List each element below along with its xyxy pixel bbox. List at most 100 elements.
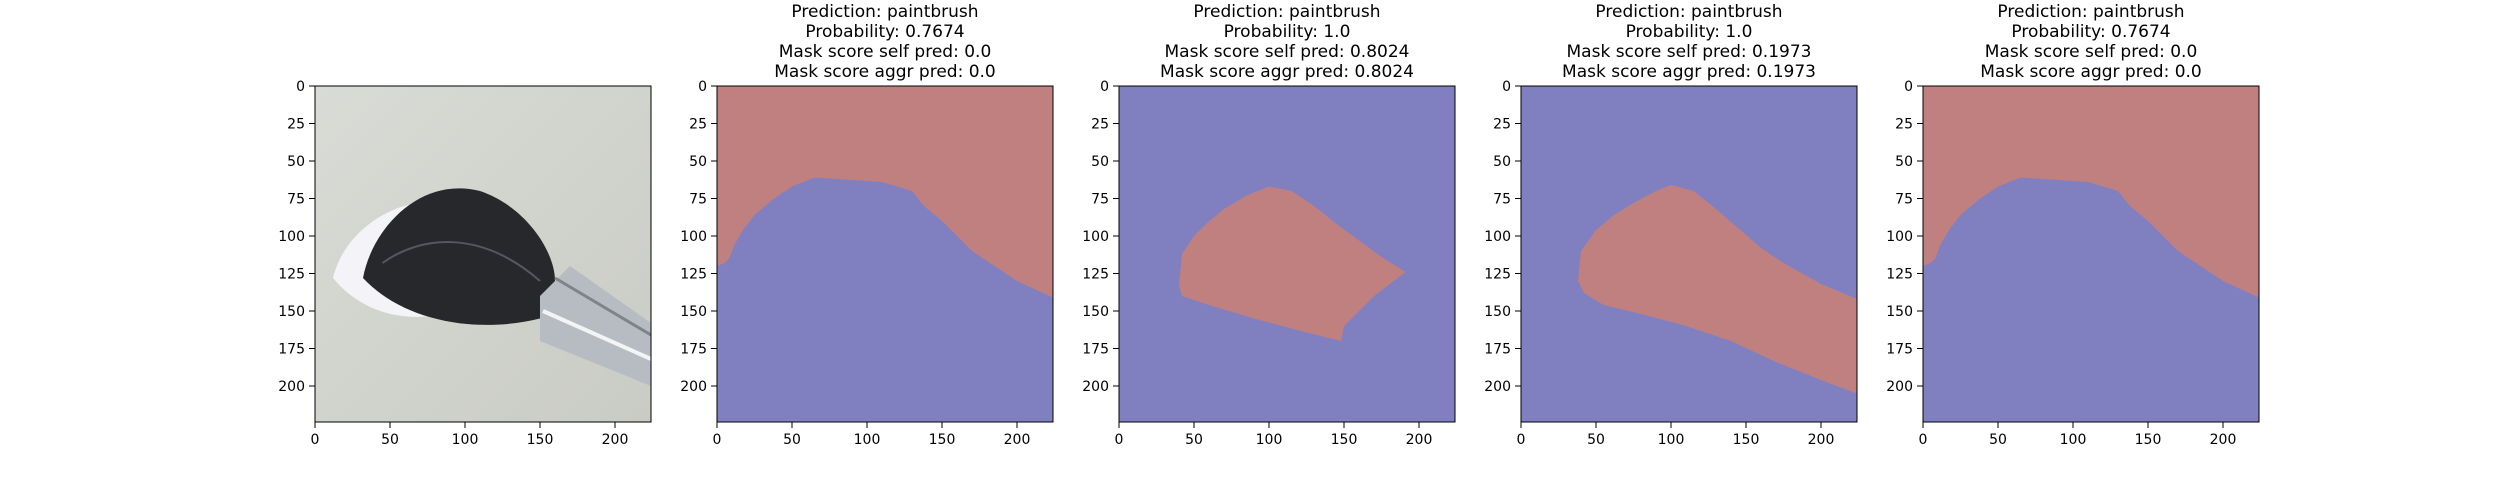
- y-tick-label: 25: [1895, 117, 1913, 133]
- mask-object-region: [717, 86, 1053, 298]
- y-tick-label: 200: [1082, 379, 1109, 395]
- y-tick-label: 200: [278, 379, 305, 395]
- y-tick-label: 175: [1886, 342, 1913, 358]
- y-tick-label: 125: [1886, 267, 1913, 283]
- y-tick-label: 200: [1484, 379, 1511, 395]
- x-tick-label: 200: [1808, 432, 1835, 448]
- y-tick-label: 75: [287, 192, 305, 208]
- x-tick-label: 0: [1517, 432, 1526, 448]
- x-tick-label: 100: [854, 432, 881, 448]
- x-tick-label: 0: [1115, 432, 1124, 448]
- y-tick-label: 50: [1091, 154, 1109, 170]
- y-tick-label: 0: [1100, 79, 1109, 95]
- y-tick-label: 150: [1886, 304, 1913, 320]
- panel-title-line: Mask score self pred: 0.0: [1984, 42, 2198, 62]
- panel-title-line: Mask score aggr pred: 0.8024: [1160, 62, 1414, 82]
- y-tick-label: 150: [1082, 304, 1109, 320]
- panel-title: Prediction: paintbrush Probability: 0.767…: [715, 2, 1055, 82]
- y-tick-label: 125: [278, 267, 305, 283]
- y-tick-label: 100: [278, 229, 305, 245]
- panel-title-line: Probability: 0.7674: [2011, 22, 2171, 42]
- mask-image: [1521, 86, 1857, 422]
- y-tick-label: 0: [296, 79, 305, 95]
- mask-image: [1923, 86, 2259, 422]
- paintbrush-image: [315, 86, 651, 422]
- y-tick-label: 150: [278, 304, 305, 320]
- mask-object-region: [1578, 185, 1857, 394]
- y-tick-label: 150: [1484, 304, 1511, 320]
- mask-object-region: [1179, 186, 1406, 341]
- x-tick-label: 150: [1733, 432, 1760, 448]
- y-tick-label: 175: [680, 342, 707, 358]
- panel-title-line: Prediction: paintbrush: [1997, 2, 2185, 22]
- x-tick-label: 150: [527, 432, 554, 448]
- x-tick-label: 50: [1185, 432, 1203, 448]
- y-tick-label: 175: [1082, 342, 1109, 358]
- axes-frame: [1520, 85, 1858, 423]
- y-tick-label: 50: [1895, 154, 1913, 170]
- x-tick-label: 200: [2210, 432, 2237, 448]
- y-tick-label: 75: [689, 192, 707, 208]
- mask-object-region: [1923, 86, 2259, 298]
- x-tick-label: 200: [602, 432, 629, 448]
- y-tick-label: 125: [1082, 267, 1109, 283]
- y-tick-label: 25: [287, 117, 305, 133]
- y-tick-label: 100: [1484, 229, 1511, 245]
- panel-title-line: Probability: 1.0: [1625, 22, 1753, 42]
- x-tick-label: 100: [2060, 432, 2087, 448]
- x-tick-label: 50: [1587, 432, 1605, 448]
- y-tick-label: 175: [278, 342, 305, 358]
- x-tick-label: 100: [1256, 432, 1283, 448]
- y-tick-label: 150: [680, 304, 707, 320]
- x-tick-label: 50: [783, 432, 801, 448]
- panel-title-line: Probability: 0.7674: [805, 22, 965, 42]
- y-tick-label: 25: [689, 117, 707, 133]
- panel-title-line: Mask score aggr pred: 0.1973: [1562, 62, 1816, 82]
- x-tick-label: 200: [1406, 432, 1433, 448]
- panel-mask-2: 0 50 100 150 200 0 25 50 75 100 125 150 175 200: [1082, 79, 1456, 448]
- x-tick-label: 150: [2135, 432, 2162, 448]
- panel-title-line: Prediction: paintbrush: [791, 2, 979, 22]
- y-tick-label: 50: [1493, 154, 1511, 170]
- panel-title-line: Mask score self pred: 0.8024: [1164, 42, 1410, 62]
- mask-image: [1119, 86, 1455, 422]
- panel-title: Prediction: paintbrush Probability: 1.0 Ma…: [1117, 2, 1457, 82]
- y-tick-label: 25: [1091, 117, 1109, 133]
- x-tick-label: 100: [452, 432, 479, 448]
- x-tick-label: 150: [929, 432, 956, 448]
- panel-title-line: Mask score aggr pred: 0.0: [1980, 62, 2202, 82]
- x-tick-label: 50: [1989, 432, 2007, 448]
- y-tick-label: 25: [1493, 117, 1511, 133]
- y-tick-label: 100: [1886, 229, 1913, 245]
- y-tick-label: 75: [1493, 192, 1511, 208]
- panel-mask-4: 0 50 100 150 200 0 25 50 75 100 125 150 175 200: [1886, 79, 2260, 448]
- x-tick-label: 50: [381, 432, 399, 448]
- panel-title-line: Mask score aggr pred: 0.0: [774, 62, 996, 82]
- panel-title-line: Probability: 1.0: [1223, 22, 1351, 42]
- y-tick-label: 50: [287, 154, 305, 170]
- panel-title-line: Prediction: paintbrush: [1193, 2, 1381, 22]
- panel-title-line: Mask score self pred: 0.0: [778, 42, 992, 62]
- y-tick-label: 100: [680, 229, 707, 245]
- x-tick-label: 100: [1658, 432, 1685, 448]
- y-tick-label: 75: [1895, 192, 1913, 208]
- panel-mask-3: 0 50 100 150 200 0 25 50 75 100 125 150 175 200: [1484, 79, 1858, 448]
- panel-title: Prediction: paintbrush Probability: 0.767…: [1921, 2, 2261, 82]
- y-tick-label: 200: [1886, 379, 1913, 395]
- axes-frame: [1922, 85, 2260, 423]
- y-tick-label: 0: [1502, 79, 1511, 95]
- x-tick-label: 0: [311, 432, 320, 448]
- y-tick-label: 200: [680, 379, 707, 395]
- panel-title-line: Mask score self pred: 0.1973: [1566, 42, 1812, 62]
- y-tick-label: 100: [1082, 229, 1109, 245]
- y-tick-label: 0: [1904, 79, 1913, 95]
- x-tick-label: 0: [1919, 432, 1928, 448]
- panel-title-line: Prediction: paintbrush: [1595, 2, 1783, 22]
- panel-title: Prediction: paintbrush Probability: 1.0 Ma…: [1519, 2, 1859, 82]
- x-tick-label: 150: [1331, 432, 1358, 448]
- axes-frame: [716, 85, 1054, 423]
- panel-mask-1: 0 50 100 150 200 0 25 50 75 100 125 150 175 200: [680, 79, 1054, 448]
- x-tick-label: 200: [1004, 432, 1031, 448]
- y-tick-label: 75: [1091, 192, 1109, 208]
